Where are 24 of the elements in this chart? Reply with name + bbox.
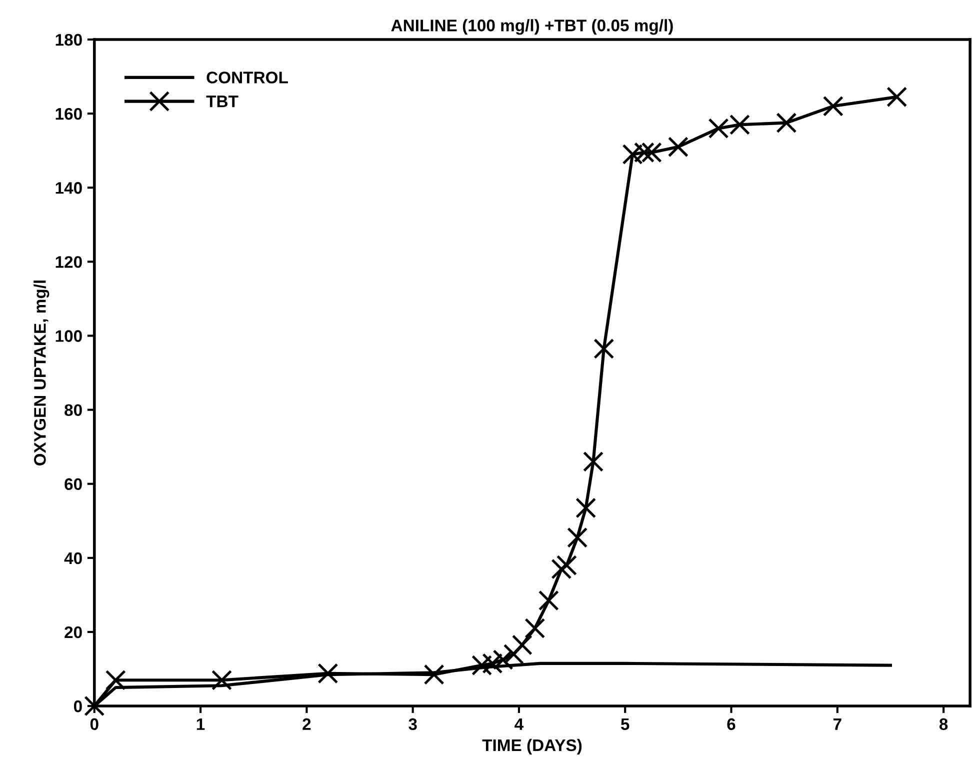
legend-label: TBT [206, 96, 238, 108]
x-tick-label: 2 [302, 718, 311, 730]
x-tick-label: 0 [90, 718, 98, 730]
x-tick-label: 4 [514, 718, 524, 730]
y-tick-label: 0 [74, 700, 82, 712]
chart-title: ANILINE (100 mg/l) +TBT (0.05 mg/l) [391, 19, 673, 35]
y-tick-label: 100 [56, 330, 82, 342]
y-tick-label: 120 [56, 256, 82, 268]
y-tick-label: 80 [64, 404, 82, 416]
y-axis-title: OXYGEN UPTAKE, mg/l [34, 280, 50, 466]
y-tick-label: 180 [56, 34, 82, 46]
x-tick-label: 7 [833, 718, 842, 730]
x-tick-label: 5 [620, 718, 630, 730]
x-tick-label: 1 [196, 718, 205, 730]
x-tick-label: 8 [939, 718, 948, 730]
y-tick-label: 20 [64, 626, 82, 638]
y-tick-label: 160 [56, 108, 82, 120]
x-tick-label: 6 [727, 718, 736, 730]
x-axis-title: TIME (DAYS) [482, 738, 582, 754]
x-tick-label: 3 [408, 718, 417, 730]
y-tick-label: 140 [56, 182, 82, 194]
y-tick-label: 40 [64, 552, 82, 564]
legend-label: CONTROL [206, 72, 288, 84]
y-tick-label: 60 [64, 478, 82, 490]
